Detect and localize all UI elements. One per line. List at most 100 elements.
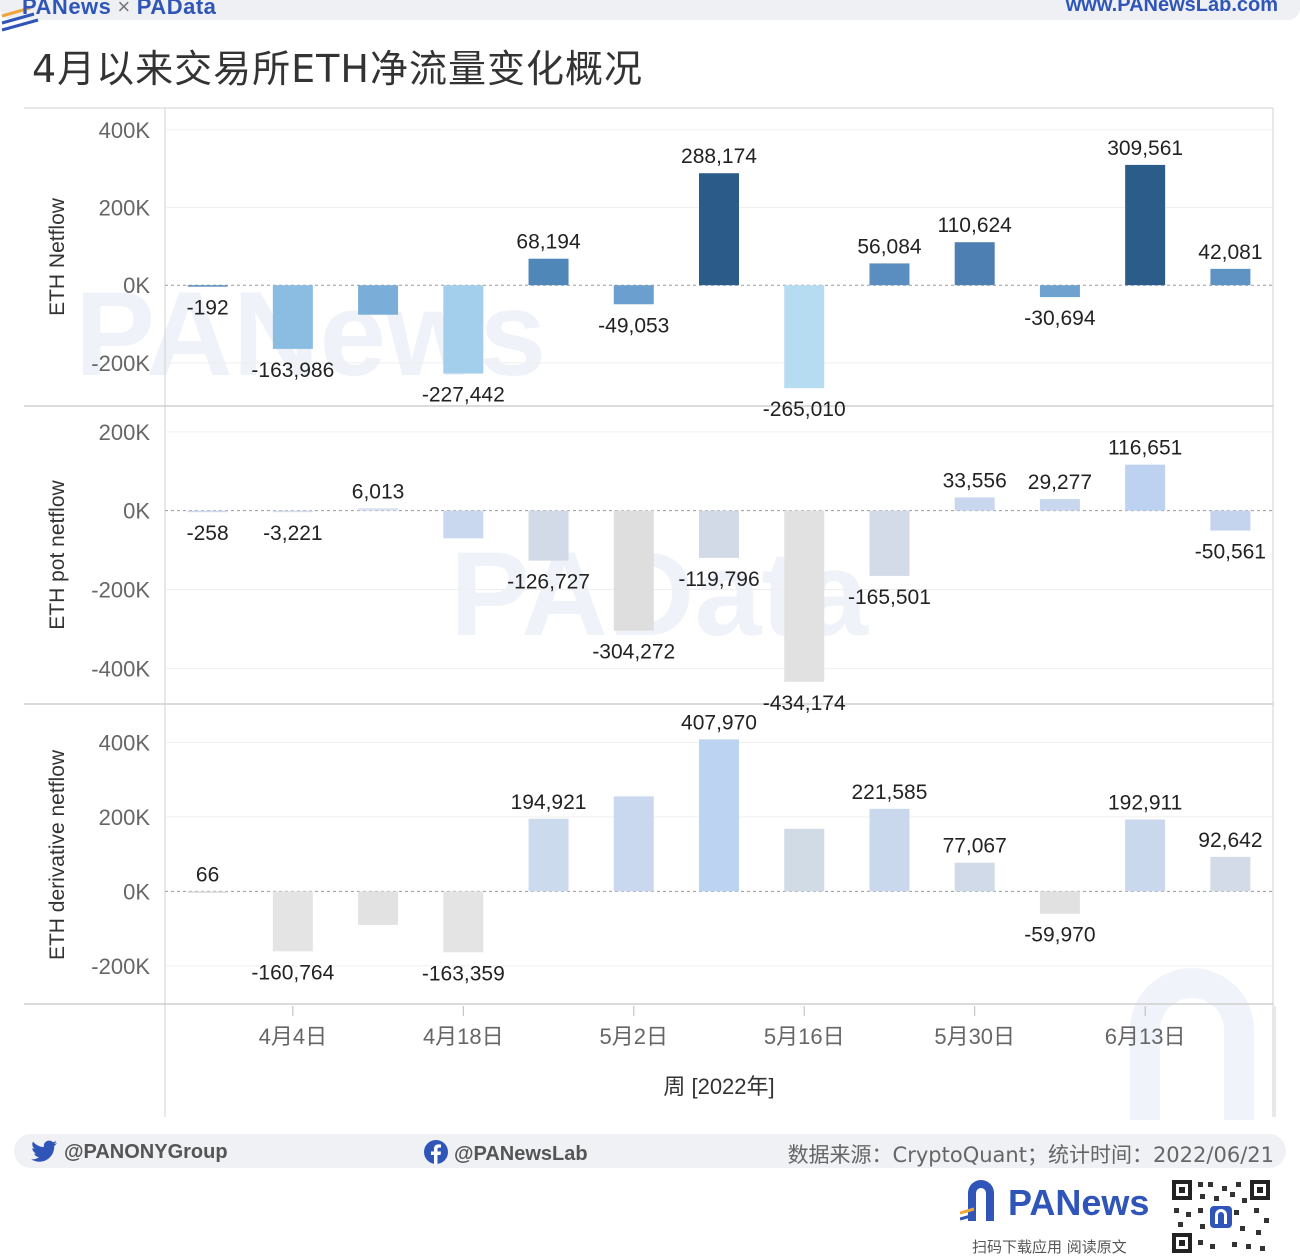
- data-label: 288,174: [681, 145, 757, 168]
- y-tick-label: -400K: [91, 656, 150, 681]
- bar[interactable]: [358, 285, 399, 315]
- bar[interactable]: [443, 285, 484, 374]
- x-tick-label: 4月18日: [423, 1024, 504, 1049]
- data-label: 6,013: [352, 480, 405, 503]
- bar[interactable]: [358, 508, 399, 511]
- bar[interactable]: [613, 285, 654, 305]
- brand-left: PANews: [22, 0, 112, 19]
- logo-subtitle: 扫码下载应用 阅读原文: [972, 1238, 1127, 1256]
- bar[interactable]: [187, 285, 228, 287]
- data-label: -163,359: [422, 962, 505, 985]
- twitter-handle[interactable]: @PANONYGroup: [30, 1140, 228, 1164]
- data-label: -160,764: [251, 961, 334, 984]
- bar[interactable]: [528, 818, 569, 892]
- data-label: 33,556: [943, 469, 1007, 492]
- bar[interactable]: [528, 510, 569, 561]
- data-label: 192,911: [1108, 792, 1182, 815]
- y-tick-label: 200K: [99, 420, 151, 445]
- twitter-label: @PANONYGroup: [64, 1141, 228, 1163]
- bar[interactable]: [954, 862, 995, 892]
- bar[interactable]: [869, 263, 910, 286]
- bar[interactable]: [699, 173, 739, 286]
- brand-top: PANews × PAData: [22, 0, 216, 20]
- bar[interactable]: [1039, 499, 1080, 511]
- data-label: 407,970: [681, 711, 757, 734]
- data-label: 42,081: [1198, 241, 1262, 264]
- bar[interactable]: [1125, 819, 1166, 892]
- data-label: 66: [196, 863, 219, 886]
- bar[interactable]: [443, 891, 484, 953]
- data-label: -50,561: [1195, 541, 1266, 564]
- top-banner: PANews × PAData www.PANewsLab.com: [0, 0, 1300, 32]
- bar[interactable]: [1039, 891, 1080, 914]
- data-label: 194,921: [511, 791, 587, 814]
- qr-code[interactable]: [1170, 1178, 1272, 1255]
- bar[interactable]: [1125, 164, 1166, 286]
- site-url[interactable]: www.PANewsLab.com: [1065, 0, 1278, 16]
- bar[interactable]: [1210, 510, 1251, 531]
- bar[interactable]: [954, 497, 995, 511]
- brand-right: PAData: [136, 0, 217, 19]
- data-label: -265,010: [763, 398, 846, 421]
- y-tick-label: 200K: [99, 805, 151, 830]
- bar[interactable]: [358, 891, 399, 925]
- data-label: -434,174: [763, 692, 846, 715]
- bar[interactable]: [869, 510, 910, 576]
- bar[interactable]: [1210, 856, 1251, 892]
- data-label: -258: [187, 522, 229, 545]
- x-tick-label: 6月13日: [1105, 1024, 1186, 1049]
- y-tick-label: 0K: [123, 879, 150, 904]
- data-label: -119,796: [678, 568, 759, 591]
- bar[interactable]: [1210, 268, 1251, 286]
- data-label: 221,585: [852, 781, 928, 804]
- y-tick-label: -200K: [91, 954, 150, 979]
- data-label: 309,561: [1107, 137, 1183, 160]
- bar[interactable]: [784, 285, 825, 389]
- data-label: -3,221: [263, 522, 323, 545]
- watermark-arch-icon: [1130, 968, 1254, 1120]
- bar[interactable]: [954, 242, 995, 286]
- bar[interactable]: [272, 891, 313, 952]
- y-axis-title: ETH derivative netflow: [46, 749, 69, 960]
- data-label: 116,651: [1108, 437, 1182, 460]
- x-tick-label: 5月30日: [934, 1024, 1015, 1049]
- footer-bar: @PANONYGroup @PANewsLab 数据来源：CryptoQuant…: [14, 1134, 1286, 1168]
- y-axis-title: ETH pot netflow: [46, 479, 69, 629]
- brand-separator: ×: [117, 0, 131, 19]
- data-label: 92,642: [1198, 829, 1262, 852]
- bar[interactable]: [272, 285, 313, 349]
- bar[interactable]: [187, 510, 228, 513]
- bar[interactable]: [699, 739, 739, 892]
- y-tick-label: 0K: [123, 273, 150, 298]
- bar[interactable]: [1125, 464, 1166, 511]
- facebook-label: @PANewsLab: [454, 1143, 588, 1165]
- y-tick-label: -200K: [91, 578, 150, 603]
- bar[interactable]: [869, 808, 910, 892]
- bar[interactable]: [784, 828, 825, 892]
- data-label: 68,194: [516, 231, 581, 254]
- bar[interactable]: [784, 510, 825, 682]
- panews-logo-icon: [960, 1180, 994, 1221]
- data-label: 110,624: [938, 214, 1013, 237]
- data-label: -304,272: [592, 641, 675, 664]
- facebook-handle[interactable]: @PANewsLab: [424, 1140, 588, 1166]
- x-tick-label: 5月2日: [600, 1024, 668, 1049]
- bar[interactable]: [1039, 285, 1080, 298]
- data-label: -192: [187, 297, 229, 320]
- page-title: 4月以来交易所ETH净流量变化概况: [32, 47, 643, 91]
- panews-logo-text: PANews: [1008, 1182, 1150, 1223]
- bar[interactable]: [528, 258, 569, 286]
- bar[interactable]: [699, 510, 739, 558]
- bar[interactable]: [443, 510, 484, 539]
- bar[interactable]: [187, 891, 228, 893]
- bar[interactable]: [613, 510, 654, 631]
- y-axis-title: ETH Netflow: [46, 197, 69, 316]
- y-tick-label: 400K: [99, 118, 151, 143]
- facebook-icon: [424, 1140, 448, 1164]
- bar[interactable]: [613, 796, 654, 892]
- data-label: 29,277: [1028, 471, 1092, 494]
- y-tick-label: 0K: [123, 499, 150, 524]
- y-tick-label: -200K: [91, 351, 150, 376]
- bar[interactable]: [272, 510, 313, 513]
